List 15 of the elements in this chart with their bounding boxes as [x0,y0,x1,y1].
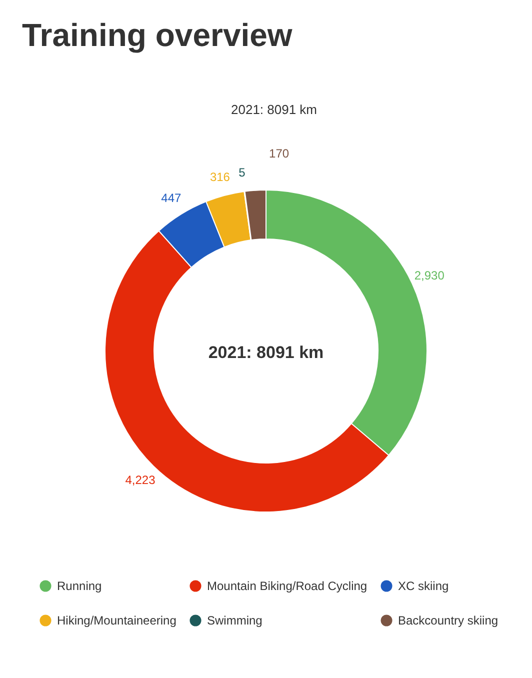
legend-label: Running [57,578,102,593]
data-label: 5 [238,166,246,180]
data-label: 447 [161,191,182,206]
legend-label: Mountain Biking/Road Cycling [207,578,368,593]
legend-label: Swimming [207,614,262,628]
data-label: 316 [210,170,230,184]
legend-label: Backcountry skiing [398,614,498,628]
data-label: 170 [269,146,290,160]
chart-subtitle: 2021: 8091 km [230,102,318,117]
data-label: 2,930 [414,268,445,282]
chart-title: Training overview [22,17,292,53]
text: 2021: 8091 km [208,343,324,362]
legend-label: XC skiing [398,578,449,593]
legend-label: Hiking/Mountaineering [57,614,176,628]
data-label: 4,223 [125,472,156,487]
